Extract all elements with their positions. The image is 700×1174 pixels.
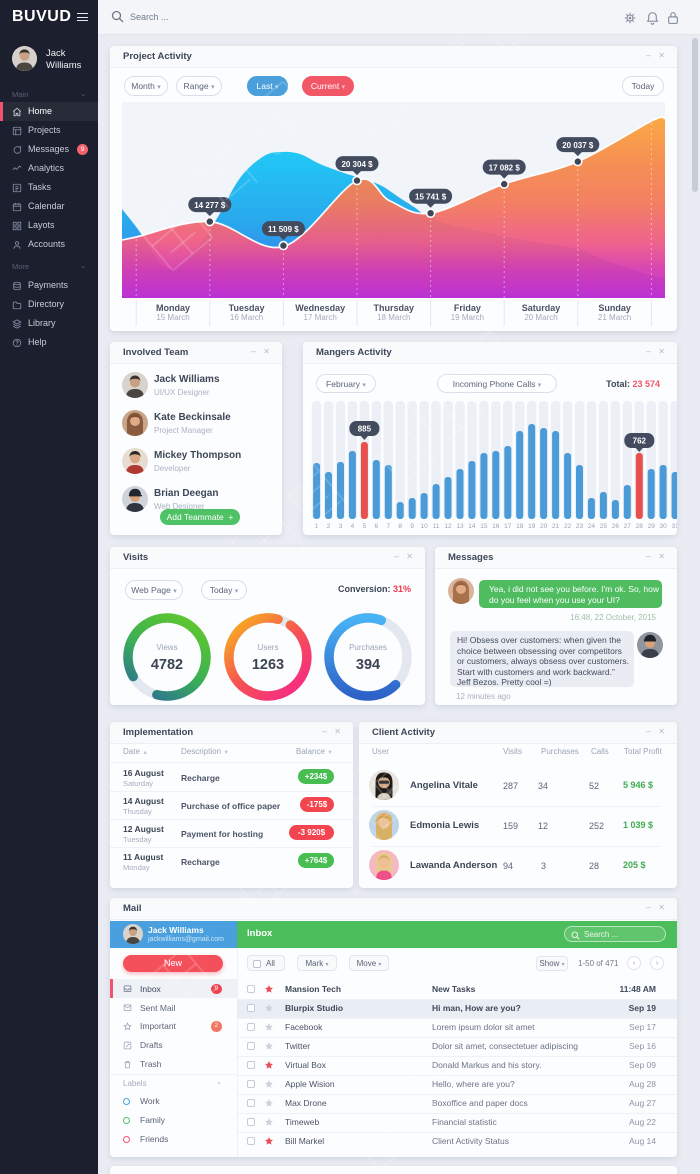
svg-text:Saturday: Saturday: [522, 303, 561, 313]
svg-text:394: 394: [356, 657, 380, 673]
svg-text:762: 762: [633, 437, 647, 446]
svg-text:24: 24: [588, 523, 596, 530]
svg-text:885: 885: [358, 425, 372, 434]
svg-text:17 082 $: 17 082 $: [489, 163, 521, 172]
svg-text:4: 4: [351, 523, 355, 530]
svg-text:Purchases: Purchases: [349, 643, 387, 652]
svg-text:12: 12: [444, 523, 452, 530]
svg-text:20 304 $: 20 304 $: [341, 160, 373, 169]
svg-text:Tuesday: Tuesday: [229, 303, 265, 313]
svg-text:4782: 4782: [151, 657, 183, 673]
svg-text:1: 1: [315, 523, 319, 530]
svg-text:23: 23: [576, 523, 584, 530]
svg-text:Views: Views: [156, 643, 177, 652]
svg-text:2: 2: [327, 523, 331, 530]
svg-text:14 277 $: 14 277 $: [194, 201, 226, 210]
svg-text:1263: 1263: [252, 657, 284, 673]
svg-text:Users: Users: [258, 643, 279, 652]
svg-text:20 037 $: 20 037 $: [562, 141, 594, 150]
svg-text:19: 19: [528, 523, 536, 530]
svg-text:Thursday: Thursday: [374, 303, 415, 313]
svg-text:9: 9: [410, 523, 414, 530]
svg-text:17: 17: [504, 523, 512, 530]
svg-text:18: 18: [516, 523, 524, 530]
svg-text:15: 15: [480, 523, 488, 530]
svg-text:20 March: 20 March: [524, 313, 557, 322]
svg-text:7: 7: [386, 523, 390, 530]
svg-text:6: 6: [374, 523, 378, 530]
svg-text:Sunday: Sunday: [598, 303, 631, 313]
svg-text:14: 14: [468, 523, 476, 530]
svg-text:29: 29: [648, 523, 656, 530]
svg-text:11: 11: [433, 523, 440, 530]
svg-text:31: 31: [671, 523, 677, 530]
svg-text:15 March: 15 March: [156, 313, 189, 322]
svg-text:15 741 $: 15 741 $: [415, 192, 447, 201]
svg-text:21: 21: [552, 523, 560, 530]
svg-text:17 March: 17 March: [304, 313, 337, 322]
svg-text:28: 28: [636, 523, 644, 530]
svg-text:26: 26: [612, 523, 620, 530]
svg-text:21 March: 21 March: [598, 313, 631, 322]
svg-text:3: 3: [339, 523, 343, 530]
svg-text:27: 27: [624, 523, 632, 530]
svg-text:25: 25: [600, 523, 608, 530]
svg-text:Wednesday: Wednesday: [295, 303, 345, 313]
svg-text:20: 20: [540, 523, 548, 530]
svg-text:16 March: 16 March: [230, 313, 263, 322]
svg-text:10: 10: [420, 523, 428, 530]
svg-text:5: 5: [363, 523, 367, 530]
svg-text:30: 30: [659, 523, 667, 530]
svg-text:Friday: Friday: [454, 303, 481, 313]
svg-text:11 509 $: 11 509 $: [268, 225, 299, 234]
svg-text:8: 8: [398, 523, 402, 530]
svg-text:16: 16: [492, 523, 500, 530]
svg-text:22: 22: [564, 523, 572, 530]
svg-text:Monday: Monday: [156, 303, 190, 313]
svg-text:18 March: 18 March: [377, 313, 410, 322]
svg-text:19 March: 19 March: [451, 313, 484, 322]
svg-text:13: 13: [456, 523, 464, 530]
